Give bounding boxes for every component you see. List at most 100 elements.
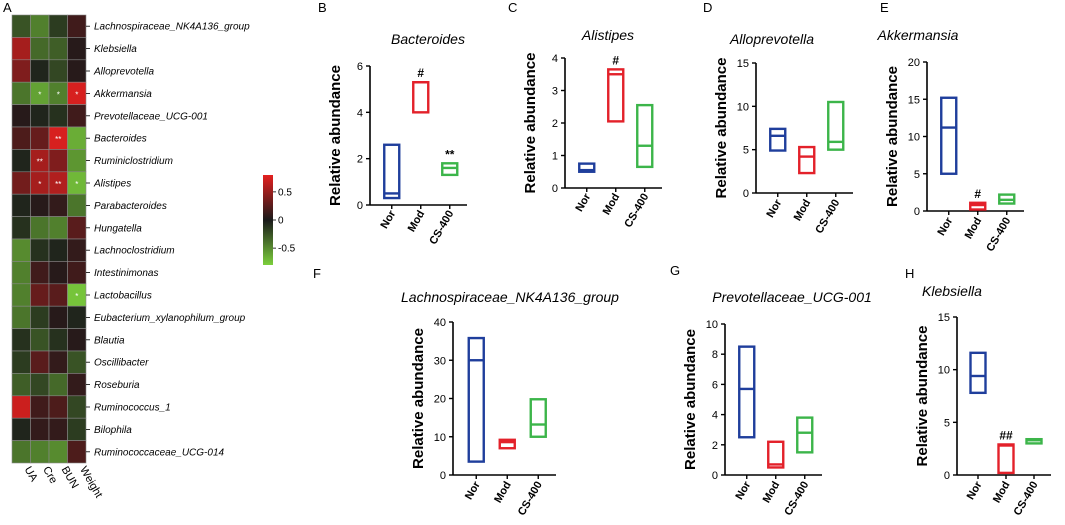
- y-axis-label: Relative abundance: [682, 329, 699, 470]
- heatmap-cell: [30, 395, 50, 419]
- colorbar-tick-label: 0.5: [278, 187, 292, 198]
- heatmap-cell: [30, 14, 50, 38]
- heatmap-cell: [30, 126, 50, 150]
- chart-title: Bacteroides: [391, 31, 465, 47]
- heatmap-cell: [48, 149, 68, 173]
- chart-panel-g: G Prevotellaceae_UCG-001 0 2 4 6 8 10 Relative a…: [670, 263, 872, 518]
- x-tick-label: Mod: [406, 209, 428, 235]
- heatmap-cell: [30, 193, 50, 217]
- heatmap-cell: [11, 81, 31, 105]
- y-tick-label: 4: [712, 410, 718, 422]
- heatmap-cell: [67, 440, 87, 464]
- heatmap-cell: [11, 37, 31, 61]
- significance-mark: **: [55, 135, 61, 144]
- heatmap-row-label: Eubacterium_xylanophilum_group: [94, 313, 246, 324]
- heatmap-panel: A Lachnospiraceae_NK4A136_group Klebsiella…: [3, 0, 296, 500]
- bar-mod: [498, 438, 516, 450]
- bar-nor: [383, 143, 401, 200]
- heatmap-cell: [30, 328, 50, 352]
- heatmap-cell: [11, 261, 31, 285]
- heatmap-row-label: Bilophila: [94, 425, 132, 436]
- heatmap-column-label: UA: [22, 465, 40, 485]
- x-tick-label: CS-400: [984, 216, 1013, 254]
- x-tick-label: Nor: [733, 479, 753, 502]
- y-tick-label: 8: [712, 349, 718, 361]
- x-tick-label: Mod: [991, 480, 1013, 506]
- y-tick-label: 5: [914, 169, 920, 181]
- significance-mark: *: [38, 180, 41, 189]
- y-tick-label: 40: [434, 317, 446, 329]
- heatmap-cell: [48, 283, 68, 307]
- heatmap-cell: [30, 216, 50, 240]
- heatmap-cell: [67, 104, 87, 128]
- x-tick-label: Mod: [963, 216, 985, 242]
- bar-nor: [940, 96, 958, 175]
- heatmap-cell: [30, 350, 50, 374]
- heatmap-row-label: Roseburia: [94, 380, 140, 391]
- x-tick-label: Nor: [965, 479, 985, 502]
- x-tick-label: CS-400: [622, 192, 651, 230]
- heatmap-cell: [67, 37, 87, 61]
- heatmap-row-label: Bacteroides: [94, 134, 147, 145]
- x-tick-label: CS-400: [427, 209, 456, 247]
- heatmap-cell: [30, 440, 50, 464]
- heatmap-cell: [48, 104, 68, 128]
- heatmap-cell: [30, 59, 50, 83]
- x-tick-label: CS-400: [516, 480, 545, 518]
- heatmap-cell: [11, 126, 31, 150]
- heatmap-cell: [11, 171, 31, 195]
- y-axis-label: Relative abundance: [410, 328, 427, 469]
- heatmap-cell: [30, 104, 50, 128]
- colorbar-tick-label: -0.5: [278, 244, 296, 255]
- heatmap-cell: [48, 238, 68, 262]
- heatmap-row-label: Ruminococcaceae_UCG-014: [94, 447, 225, 458]
- x-tick-label: CS-400: [813, 198, 842, 236]
- heatmap-cell: [48, 373, 68, 397]
- y-tick-label: 10: [706, 319, 718, 331]
- y-tick-label: 0: [357, 200, 363, 212]
- heatmap-cell: [11, 395, 31, 419]
- x-tick-label: Nor: [935, 215, 955, 238]
- heatmap-row-label: Oscillibacter: [94, 358, 149, 369]
- heatmap-cell: [67, 59, 87, 83]
- heatmap-row-label: Lachnospiraceae_NK4A136_group: [94, 22, 250, 33]
- y-tick-label: 15: [908, 94, 920, 106]
- heatmap-cell: [30, 305, 50, 329]
- heatmap-cell: [67, 193, 87, 217]
- y-tick-label: 3: [552, 86, 558, 98]
- heatmap-cell: [67, 417, 87, 441]
- significance-annotation: #: [974, 187, 981, 201]
- y-tick-label: 0: [712, 470, 718, 482]
- heatmap-cell: [67, 395, 87, 419]
- heatmap-cell: [48, 440, 68, 464]
- heatmap-cell: [67, 328, 87, 352]
- heatmap-row-label: Blautia: [94, 335, 125, 346]
- significance-mark: *: [75, 180, 78, 189]
- y-tick-label: 0: [440, 470, 446, 482]
- bar-nor: [769, 127, 787, 152]
- chart-panel-e: E Akkermansia 0 5 10 15 20 Relative abundance No…: [877, 0, 1024, 254]
- panel-label: B: [318, 0, 327, 15]
- heatmap-cell: [11, 14, 31, 38]
- heatmap-cell: [11, 440, 31, 464]
- bar-nor: [738, 345, 756, 439]
- heatmap-cell: [30, 238, 50, 262]
- heatmap-cell: [48, 193, 68, 217]
- significance-annotation: **: [445, 147, 455, 161]
- heatmap-cell: [48, 328, 68, 352]
- x-tick-label: Nor: [463, 479, 483, 502]
- heatmap-cell: [48, 261, 68, 285]
- heatmap-cell: [11, 305, 31, 329]
- heatmap-cell: [48, 14, 68, 38]
- bar-mod: [798, 145, 816, 175]
- bar-mod: [412, 81, 430, 114]
- bar-mod: [767, 440, 785, 469]
- heatmap-row-label: Klebsiella: [94, 44, 137, 55]
- bar-cs-400: [529, 398, 547, 438]
- bar-nor: [578, 162, 596, 173]
- chart-panel-f: F Lachnospiraceae_NK4A136_group 0 10 20 30 40 R…: [313, 266, 619, 518]
- heatmap-cell: [67, 149, 87, 173]
- chart-panel-h: H Klebsiella 0 5 10 15 Relative abundance Nor Mo…: [905, 266, 1051, 518]
- significance-mark: *: [38, 90, 41, 99]
